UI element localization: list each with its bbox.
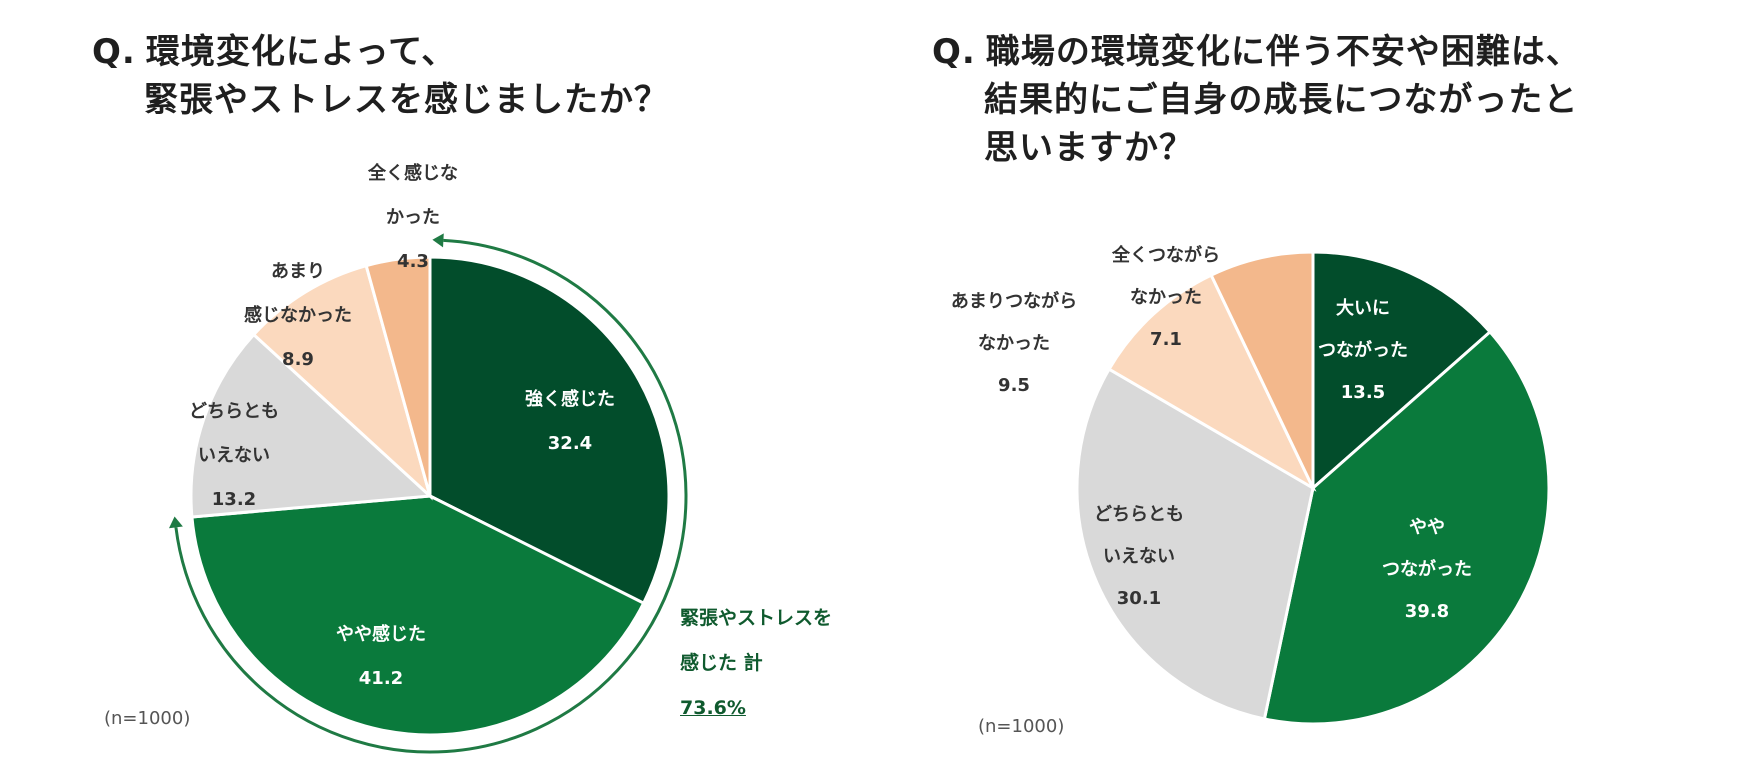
right-pie-slice-5-label-2: なかった bbox=[1130, 287, 1202, 308]
right-pie-slice-3-label-1: どちらとも bbox=[1094, 504, 1184, 525]
left-pie-slice-5-label-1: 全く感じな bbox=[367, 162, 458, 184]
left-sample-size-note: (n=1000) bbox=[104, 708, 191, 729]
left-pie-slice-2 bbox=[190, 494, 646, 737]
left-pie-slice-4-label-1: あまり bbox=[271, 261, 325, 282]
right-pie-slice-2-label-2: つながった bbox=[1382, 558, 1472, 580]
right-pie-slice-1-label-1: 大いに bbox=[1336, 297, 1390, 319]
right-pie-slice-5 bbox=[1209, 250, 1315, 489]
left-pie-slice-5-value: 4.3 bbox=[397, 251, 429, 272]
right-question-line-3: 思いますか？ bbox=[984, 128, 1194, 168]
left-pie-slice-3-label-2: いえない bbox=[198, 445, 270, 466]
left-pie-slice-4 bbox=[251, 263, 433, 501]
left-pie-slice-3 bbox=[189, 332, 434, 519]
left-pie-slice-5-label-2: かった bbox=[386, 207, 440, 228]
right-pie-slice-3 bbox=[1075, 367, 1315, 721]
left-pie-slice-1 bbox=[428, 255, 671, 606]
right-pie-slice-4-label-1: あまりつながら bbox=[951, 290, 1077, 312]
right-sample-size-note: (n=1000) bbox=[978, 716, 1065, 737]
left-chart-panel: Q. 環境変化によって、 緊張やストレスを感じましたか？ 強く感じた 32.4 やや感… bbox=[92, 28, 832, 754]
right-pie-slice-5-label-1: 全くつながら bbox=[1111, 244, 1220, 266]
left-pie-slice-5 bbox=[364, 255, 432, 497]
left-pie-slice-1-value: 32.4 bbox=[548, 433, 592, 454]
right-question-line-1: 職場の環境変化に伴う不安や困難は、 bbox=[985, 32, 1581, 72]
left-pie-slice-3-label-1: どちらとも bbox=[189, 401, 279, 422]
left-pie-slice-4-value: 8.9 bbox=[282, 349, 314, 370]
cumulative-arrow-arc bbox=[174, 238, 688, 754]
left-question-line-2: 緊張やストレスを感じましたか？ bbox=[144, 80, 669, 120]
cumulative-arrow-head-start bbox=[432, 233, 444, 248]
right-pie-slice-3-label-2: いえない bbox=[1103, 546, 1175, 567]
right-pie-slice-2 bbox=[1262, 329, 1551, 726]
right-chart-panel: Q. 職場の環境変化に伴う不安や困難は、 結果的にご自身の成長につながったと 思い… bbox=[870, 0, 1740, 781]
cumulative-total-value: 73.6% bbox=[680, 697, 746, 719]
left-pie-slice-2-label-1: やや感じた bbox=[336, 623, 426, 645]
right-pie-slice-1-value: 13.5 bbox=[1341, 382, 1385, 403]
cumulative-total-box: 緊張やストレスを 感じた 計 73.6% bbox=[680, 596, 832, 731]
left-pie-slice-1-label-1: 強く感じた bbox=[525, 388, 615, 410]
cumulative-arrow-head-end bbox=[168, 516, 183, 529]
right-pie-slice-1 bbox=[1311, 250, 1493, 492]
right-pie-slice-5-value: 7.1 bbox=[1150, 329, 1182, 350]
right-pie-slice-2-label-1: やや bbox=[1409, 517, 1445, 538]
left-pie-slice-4-label-2: 感じなかった bbox=[244, 304, 352, 326]
cumulative-label-line-1: 緊張やストレスを bbox=[680, 607, 833, 629]
right-question-line-2: 結果的にご自身の成長につながったと bbox=[984, 80, 1579, 120]
cumulative-label-line-2: 感じた 計 bbox=[680, 652, 763, 674]
right-pie-slice-4-label-2: なかった bbox=[978, 333, 1050, 354]
right-question-title: Q. 職場の環境変化に伴う不安や困難は、 結果的にご自身の成長につながったと 思い… bbox=[932, 28, 1581, 172]
right-pie-slice-4 bbox=[1107, 273, 1317, 492]
left-pie-slice-2-value: 41.2 bbox=[359, 668, 403, 689]
right-pie-slice-4-value: 9.5 bbox=[998, 375, 1030, 396]
right-question-prefix: Q. bbox=[932, 32, 976, 72]
right-pie-slice-1-label-2: つながった bbox=[1318, 339, 1408, 361]
left-pie-slice-3-value: 13.2 bbox=[212, 489, 256, 510]
left-question-prefix: Q. bbox=[92, 32, 136, 72]
right-pie-slice-2-value: 39.8 bbox=[1405, 601, 1449, 622]
left-question-line-1: 環境変化によって、 bbox=[145, 32, 457, 72]
left-question-title: Q. 環境変化によって、 緊張やストレスを感じましたか？ bbox=[92, 28, 669, 124]
right-pie-slice-3-value: 30.1 bbox=[1117, 588, 1161, 609]
right-pie-chart: 大いにつながった13.5ややつながった39.8どちらともいえない30.1あまりつ… bbox=[951, 244, 1551, 726]
